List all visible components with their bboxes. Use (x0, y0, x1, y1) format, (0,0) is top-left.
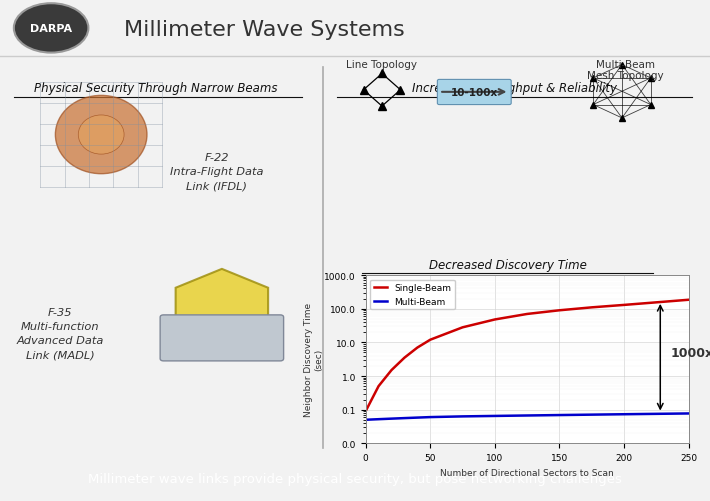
Text: Increased Throughput & Reliability: Increased Throughput & Reliability (413, 82, 617, 95)
Text: Decreased Discovery Time: Decreased Discovery Time (429, 258, 586, 271)
Multi-Beam (413, 415, 422, 421)
Multi-Beam (491, 413, 499, 419)
Multi-Beam (374, 416, 383, 422)
Single-Beam (400, 355, 409, 361)
Single-Beam (361, 408, 370, 414)
Text: Physical Security Through Narrow Beams: Physical Security Through Narrow Beams (35, 82, 278, 95)
Text: Line Topology: Line Topology (346, 60, 417, 70)
Multi-Beam (620, 411, 628, 417)
Single-Beam (555, 308, 564, 314)
Single-Beam (426, 337, 435, 343)
Single-Beam (652, 300, 660, 306)
Multi-Beam (459, 413, 467, 419)
Text: DARPA: DARPA (30, 24, 72, 34)
Multi-Beam (400, 415, 409, 421)
Multi-Beam (588, 412, 596, 418)
Multi-Beam (426, 414, 435, 420)
Multi-Beam (361, 417, 370, 423)
Single-Beam (491, 317, 499, 323)
Text: F-35
Multi-function
Advanced Data
Link (MADL): F-35 Multi-function Advanced Data Link (… (16, 308, 104, 359)
Single-Beam (374, 383, 383, 389)
Single-Beam (387, 367, 395, 373)
FancyBboxPatch shape (437, 80, 511, 105)
FancyBboxPatch shape (160, 315, 283, 361)
Circle shape (78, 116, 124, 155)
Y-axis label: Neighbor Discovery Time
(sec): Neighbor Discovery Time (sec) (303, 303, 323, 416)
Line: Multi-Beam: Multi-Beam (366, 414, 689, 420)
Single-Beam (413, 345, 422, 351)
Single-Beam (523, 311, 531, 317)
Legend: Single-Beam, Multi-Beam: Single-Beam, Multi-Beam (370, 280, 455, 310)
Text: 1000x: 1000x (671, 346, 710, 359)
Single-Beam (684, 297, 693, 303)
Line: Single-Beam: Single-Beam (366, 300, 689, 411)
Multi-Beam (555, 412, 564, 418)
Text: Millimeter Wave Systems: Millimeter Wave Systems (124, 20, 405, 40)
Ellipse shape (14, 4, 88, 54)
Multi-Beam (652, 411, 660, 417)
Text: Multi-Beam
Mesh Topology: Multi-Beam Mesh Topology (587, 60, 664, 81)
Circle shape (55, 96, 147, 174)
Multi-Beam (387, 416, 395, 422)
Single-Beam (588, 305, 596, 311)
Text: F-22
Intra-Flight Data
Link (IFDL): F-22 Intra-Flight Data Link (IFDL) (170, 153, 263, 191)
X-axis label: Number of Directional Sectors to Scan: Number of Directional Sectors to Scan (440, 467, 614, 476)
Single-Beam (620, 302, 628, 308)
Polygon shape (175, 270, 268, 345)
Multi-Beam (523, 413, 531, 419)
Single-Beam (459, 325, 467, 331)
Text: 10-100x: 10-100x (451, 88, 498, 98)
Text: Millimeter wave links provide physical security, but pose networking challenges: Millimeter wave links provide physical s… (88, 472, 622, 485)
Multi-Beam (684, 411, 693, 417)
